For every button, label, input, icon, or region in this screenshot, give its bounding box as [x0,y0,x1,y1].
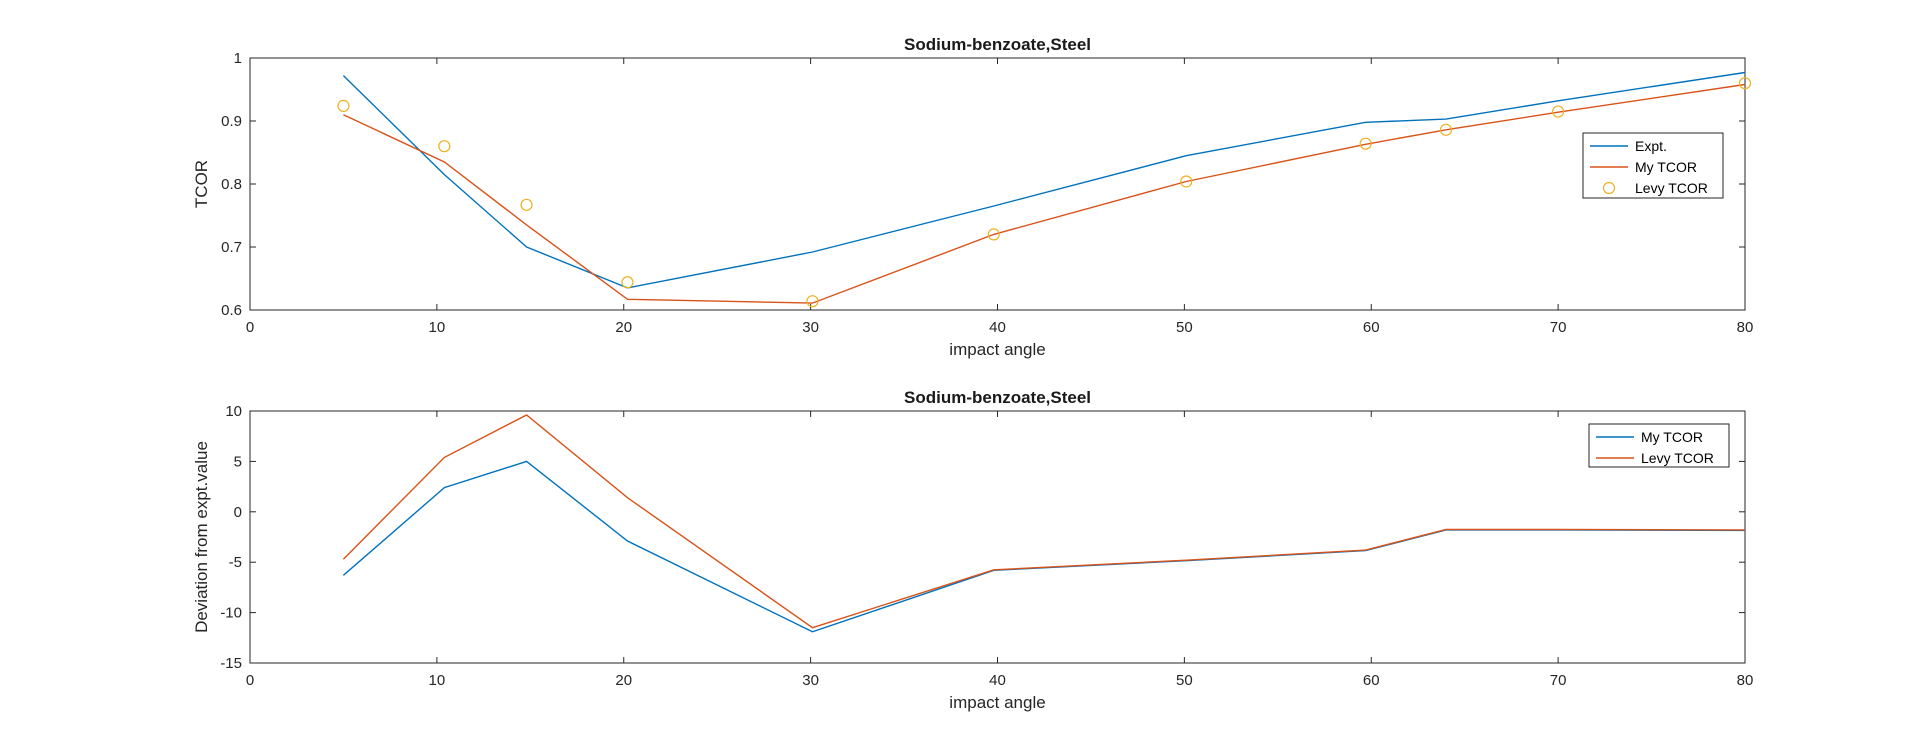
x-tick-label: 60 [1363,319,1380,336]
plot-area [250,411,1745,663]
series-marker [621,276,634,289]
legend-box [1588,423,1730,468]
legend-label: Expt. [1635,138,1667,154]
series-marker [1439,123,1453,136]
chart-2: 0 10 20 30 40 50 60 70 80 -15 -10 -5 0 5 10 Sodium-benz… [192,388,1753,712]
y-axis-label: Deviation from expt.value [192,441,211,633]
legend-label: Levy TCOR [1641,450,1714,466]
x-axis-label: impact angle [949,340,1045,359]
legend-label: My TCOR [1635,159,1697,175]
x-axis-label: impact angle [949,693,1045,712]
y-axis-label: TCOR [192,160,211,208]
series-marker [438,140,451,153]
x-tick-label: 40 [989,319,1006,336]
y-tick-label: 5 [234,453,242,470]
series-marker [337,99,350,112]
y-tick-label: -15 [220,655,242,672]
x-tick-label: 80 [1737,672,1754,689]
x-tick-label: 20 [615,319,632,336]
plot-area [250,58,1745,310]
series-line-1 [342,71,1746,289]
series-marker [1180,175,1193,188]
chart-title: Sodium-benzoate,Steel [904,35,1091,54]
y-tick-label: -5 [229,554,242,571]
chart-title: Sodium-benzoate,Steel [904,388,1091,407]
series-marker [1359,137,1372,150]
y-tick-label: 0.6 [221,302,242,319]
x-tick-label: 10 [429,319,446,336]
legend-label: Levy TCOR [1635,180,1708,196]
y-tick-label: 10 [225,403,242,420]
series-marker [520,198,533,211]
x-tick-label: 10 [429,672,446,689]
x-tick-label: 0 [246,672,254,689]
series-line-2 [343,83,1746,304]
series-marker [1738,77,1752,90]
x-tick-label: 50 [1176,319,1193,336]
x-tick-label: 0 [246,319,254,336]
x-tick-label: 70 [1550,319,1567,336]
x-tick-label: 30 [802,319,819,336]
x-tick-label: 70 [1550,672,1567,689]
legend: My TCOR Levy TCOR [1588,423,1730,468]
series-marker [806,295,819,308]
series-marker [987,228,1000,241]
series-line-2 [342,414,1746,629]
series-marker [1552,105,1565,118]
legend-marker-swatch [1602,181,1616,195]
y-tick-label: 0 [234,504,242,521]
legend-label: My TCOR [1641,429,1703,445]
x-tick-label: 30 [802,672,819,689]
x-tick-label: 20 [615,672,632,689]
y-tick-label: 0.9 [221,113,242,130]
x-tick-label: 60 [1363,672,1380,689]
x-tick-label: 40 [989,672,1006,689]
y-tick-label: 1 [234,50,242,67]
legend-box [1582,132,1724,199]
y-tick-label: 0.8 [221,176,242,193]
x-tick-label: 80 [1737,319,1754,336]
y-tick-label: 0.7 [221,239,242,256]
y-tick-label: -10 [220,605,242,622]
chart-1: 0 10 20 30 40 50 60 70 80 0.6 0.7 0.8 0.9 1 Sodium-ben… [192,35,1753,359]
x-tick-label: 50 [1176,672,1193,689]
legend: Expt. My TCOR Levy TCOR [1582,132,1724,199]
